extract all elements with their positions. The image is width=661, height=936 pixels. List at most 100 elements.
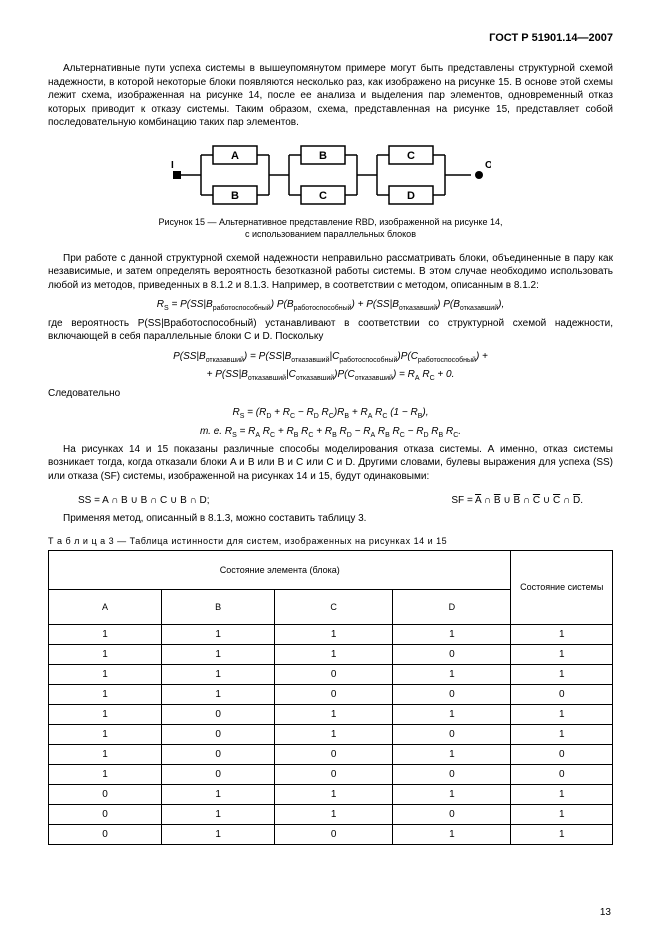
table-row: 01111 bbox=[49, 784, 613, 804]
paragraph-6: Применяя метод, описанный в 8.1.3, можно… bbox=[48, 512, 613, 526]
svg-text:I: I bbox=[171, 160, 174, 171]
paragraph-5: На рисунках 14 и 15 показаны различные с… bbox=[48, 443, 613, 484]
table-cell: 0 bbox=[275, 764, 393, 784]
truth-table: Состояние элемента (блока)Состояние сист… bbox=[48, 550, 613, 845]
th-group: Состояние элемента (блока) bbox=[49, 550, 511, 589]
table-cell: 1 bbox=[393, 744, 511, 764]
formula-3b: т. е. RS = RA RC + RB RC + RB RD − RA RB… bbox=[48, 425, 613, 440]
table-cell: 1 bbox=[49, 724, 162, 744]
table-cell: 1 bbox=[162, 804, 275, 824]
table-cell: 0 bbox=[162, 724, 275, 744]
svg-text:D: D bbox=[407, 190, 415, 202]
table-cell: 0 bbox=[275, 744, 393, 764]
formula-2a: P(SS|Bотказавший) = P(SS|Bотказавший|Cра… bbox=[48, 350, 613, 365]
table-cell: 0 bbox=[275, 824, 393, 844]
table-cell: 1 bbox=[393, 704, 511, 724]
table-cell: 1 bbox=[49, 764, 162, 784]
table-cell: 0 bbox=[511, 764, 613, 784]
paragraph-4: Следовательно bbox=[48, 387, 613, 401]
th-col: C bbox=[275, 589, 393, 624]
table-row: 10101 bbox=[49, 724, 613, 744]
table-cell: 1 bbox=[275, 724, 393, 744]
table-row: 10000 bbox=[49, 764, 613, 784]
table-cell: 0 bbox=[162, 744, 275, 764]
table-cell: 1 bbox=[162, 664, 275, 684]
table-cell: 0 bbox=[162, 764, 275, 784]
table-cell: 1 bbox=[511, 704, 613, 724]
table-row: 11000 bbox=[49, 684, 613, 704]
rbd-diagram: IABBCCDO bbox=[171, 140, 491, 210]
table-cell: 0 bbox=[393, 684, 511, 704]
table-cell: 1 bbox=[49, 664, 162, 684]
table-cell: 1 bbox=[275, 704, 393, 724]
formula-3a: RS = (RD + RC − RD RC)RB + RA RC (1 − RB… bbox=[48, 406, 613, 421]
table-cell: 1 bbox=[162, 644, 275, 664]
table-cell: 1 bbox=[393, 784, 511, 804]
th-system: Состояние системы bbox=[511, 550, 613, 624]
bool-ss: SS = A ∩ B ∪ B ∩ C ∪ B ∩ D; bbox=[78, 495, 210, 506]
table-row: 11111 bbox=[49, 624, 613, 644]
table-row: 11101 bbox=[49, 644, 613, 664]
table-cell: 1 bbox=[275, 624, 393, 644]
table-cell: 1 bbox=[275, 784, 393, 804]
table-cell: 1 bbox=[511, 784, 613, 804]
table-cell: 0 bbox=[49, 824, 162, 844]
table-cell: 1 bbox=[162, 684, 275, 704]
table-cell: 1 bbox=[49, 744, 162, 764]
table-row: 11011 bbox=[49, 664, 613, 684]
table-cell: 1 bbox=[49, 624, 162, 644]
document-id: ГОСТ Р 51901.14—2007 bbox=[48, 32, 613, 44]
page-number: 13 bbox=[600, 907, 611, 918]
th-col: B bbox=[162, 589, 275, 624]
table-cell: 1 bbox=[275, 804, 393, 824]
table-cell: 0 bbox=[275, 664, 393, 684]
table-cell: 1 bbox=[49, 704, 162, 724]
table-row: 10010 bbox=[49, 744, 613, 764]
table-cell: 0 bbox=[393, 644, 511, 664]
table-cell: 1 bbox=[511, 644, 613, 664]
table-cell: 0 bbox=[393, 804, 511, 824]
table-cell: 1 bbox=[49, 644, 162, 664]
table-cell: 1 bbox=[162, 824, 275, 844]
table-row: 01101 bbox=[49, 804, 613, 824]
svg-text:C: C bbox=[319, 190, 327, 202]
bool-sf: SF = A ∩ B ∪ B ∩ C ∪ C ∩ D. bbox=[451, 495, 583, 506]
rbd-svg: IABBCCDO bbox=[171, 140, 491, 210]
svg-text:A: A bbox=[231, 150, 239, 162]
figure-caption: Рисунок 15 — Альтернативное представлени… bbox=[48, 216, 613, 240]
formula-2b: + P(SS|Bотказавший|Cотказавший)P(Cотказа… bbox=[48, 368, 613, 383]
table-caption: Т а б л и ц а 3 — Таблица истинности для… bbox=[48, 536, 613, 546]
formula-1: RS = P(SS|Bработоспособный) P(Bработоспо… bbox=[48, 298, 613, 313]
table-cell: 1 bbox=[393, 824, 511, 844]
table-cell: 0 bbox=[275, 684, 393, 704]
table-cell: 1 bbox=[393, 624, 511, 644]
table-cell: 1 bbox=[511, 804, 613, 824]
table-cell: 0 bbox=[511, 744, 613, 764]
table-cell: 1 bbox=[393, 664, 511, 684]
fig-caption-line2: с использованием параллельных блоков bbox=[245, 229, 416, 239]
table-cell: 0 bbox=[393, 724, 511, 744]
table-cell: 1 bbox=[49, 684, 162, 704]
table-row: 10111 bbox=[49, 704, 613, 724]
table-cell: 0 bbox=[393, 764, 511, 784]
paragraph-3: где вероятность P(SS|Bработоспособный) у… bbox=[48, 317, 613, 344]
table-cell: 1 bbox=[162, 624, 275, 644]
th-col: D bbox=[393, 589, 511, 624]
page: ГОСТ Р 51901.14—2007 Альтернативные пути… bbox=[0, 0, 661, 936]
svg-text:B: B bbox=[231, 190, 239, 202]
table-cell: 1 bbox=[162, 784, 275, 804]
table-cell: 1 bbox=[511, 824, 613, 844]
table-cell: 0 bbox=[162, 704, 275, 724]
svg-text:C: C bbox=[407, 150, 415, 162]
table-cell: 0 bbox=[511, 684, 613, 704]
table-cell: 1 bbox=[511, 724, 613, 744]
fig-caption-line1: Рисунок 15 — Альтернативное представлени… bbox=[159, 217, 503, 227]
table-cell: 1 bbox=[511, 624, 613, 644]
th-col: A bbox=[49, 589, 162, 624]
paragraph-1: Альтернативные пути успеха системы в выш… bbox=[48, 62, 613, 130]
paragraph-2: При работе с данной структурной схемой н… bbox=[48, 252, 613, 293]
table-cell: 1 bbox=[275, 644, 393, 664]
table-cell: 0 bbox=[49, 784, 162, 804]
table-row: 01011 bbox=[49, 824, 613, 844]
table-cell: 0 bbox=[49, 804, 162, 824]
